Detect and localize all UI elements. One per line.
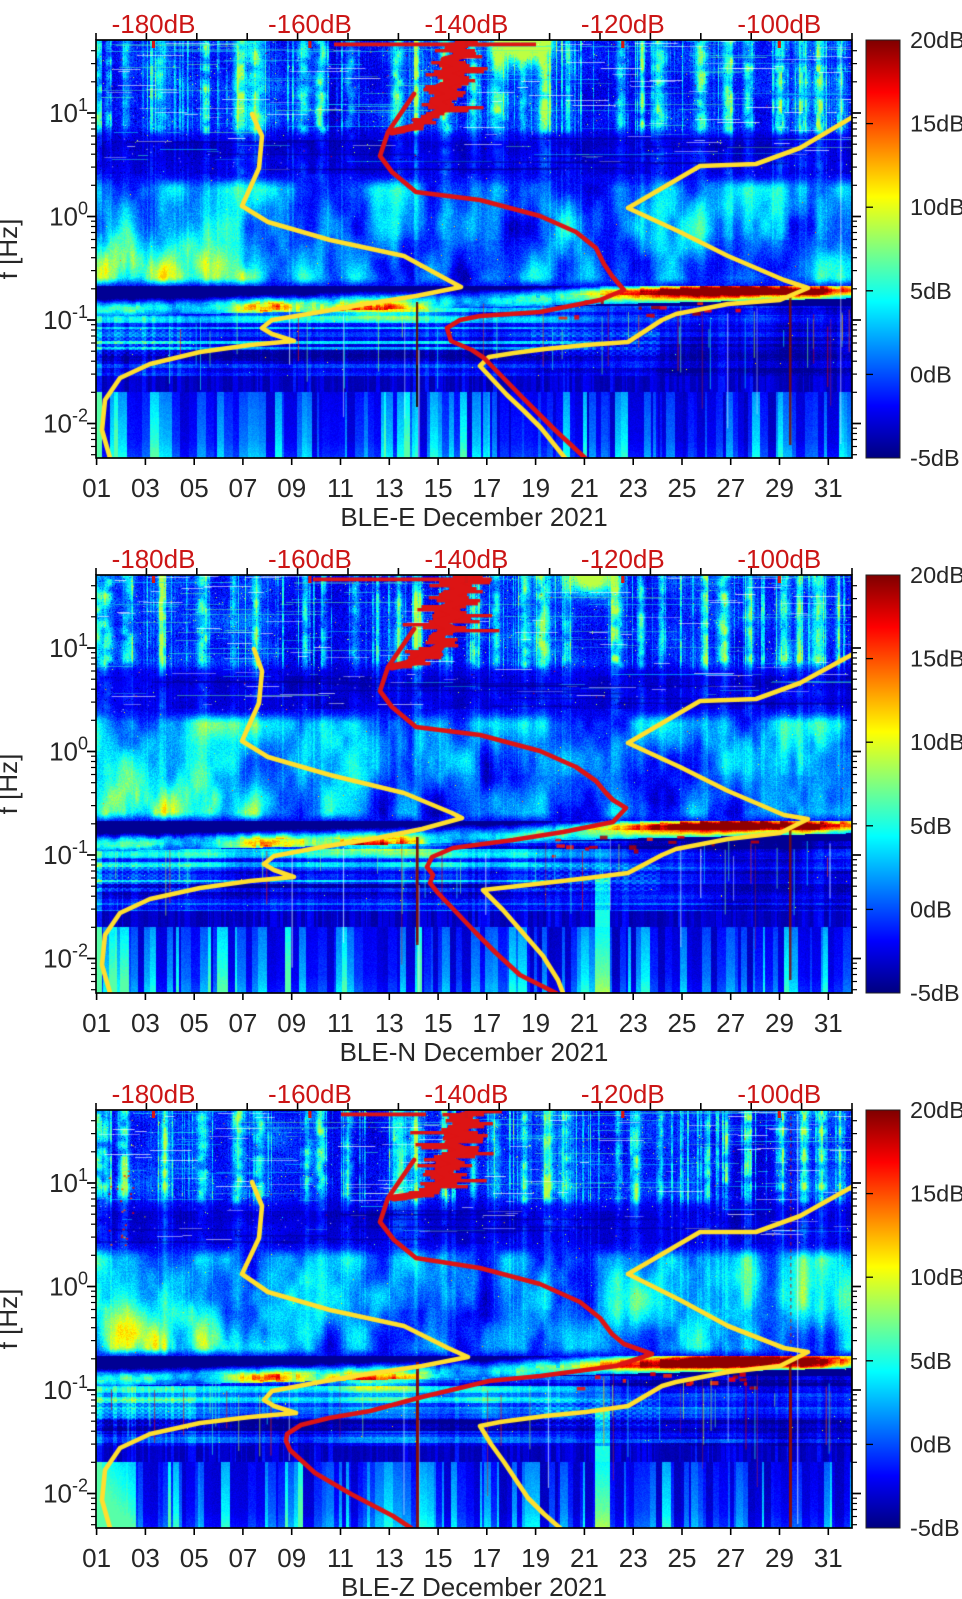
svg-text:f [Hz]: f [Hz] [0,219,23,280]
svg-text:BLE-E December 2021: BLE-E December 2021 [340,502,607,532]
svg-text:19: 19 [521,1543,550,1573]
svg-text:21: 21 [570,1543,599,1573]
svg-text:05: 05 [180,1008,209,1038]
svg-text:23: 23 [619,1543,648,1573]
svg-text:5dB: 5dB [910,1348,952,1374]
svg-text:0dB: 0dB [910,1431,952,1457]
svg-text:15: 15 [424,473,453,503]
svg-text:07: 07 [228,473,257,503]
svg-text:10-2: 10-2 [43,406,88,439]
svg-text:07: 07 [228,1543,257,1573]
svg-text:31: 31 [814,1543,843,1573]
svg-text:27: 27 [716,1008,745,1038]
svg-text:15dB: 15dB [910,1181,962,1207]
svg-text:-5dB: -5dB [910,980,960,1006]
svg-text:27: 27 [716,1543,745,1573]
svg-text:10-1: 10-1 [43,1372,88,1405]
svg-text:25: 25 [668,1008,697,1038]
svg-text:01: 01 [82,473,111,503]
svg-text:29: 29 [765,1543,794,1573]
svg-text:-180dB: -180dB [112,544,196,574]
svg-text:20dB: 20dB [910,1097,962,1123]
svg-text:01: 01 [82,1008,111,1038]
svg-text:25: 25 [668,1543,697,1573]
svg-text:-100dB: -100dB [737,9,821,39]
svg-text:03: 03 [131,1008,160,1038]
svg-text:-100dB: -100dB [737,544,821,574]
svg-text:31: 31 [814,1008,843,1038]
svg-text:11: 11 [327,473,354,503]
svg-text:17: 17 [472,473,501,503]
svg-text:15: 15 [424,1543,453,1573]
svg-text:15: 15 [424,1008,453,1038]
svg-text:f [Hz]: f [Hz] [0,1289,23,1350]
svg-text:29: 29 [765,1008,794,1038]
svg-text:101: 101 [49,1165,88,1198]
svg-text:13: 13 [375,1008,404,1038]
svg-text:-140dB: -140dB [424,544,508,574]
svg-text:01: 01 [82,1543,111,1573]
svg-text:100: 100 [49,199,88,232]
svg-text:10-2: 10-2 [43,1476,88,1509]
svg-text:-120dB: -120dB [581,1079,665,1109]
svg-text:10-1: 10-1 [43,837,88,870]
svg-text:-120dB: -120dB [581,9,665,39]
svg-text:17: 17 [472,1543,501,1573]
svg-text:5dB: 5dB [910,813,952,839]
svg-text:03: 03 [131,473,160,503]
svg-text:09: 09 [277,473,306,503]
svg-text:5dB: 5dB [910,278,952,304]
svg-text:f [Hz]: f [Hz] [0,754,23,815]
svg-text:-180dB: -180dB [112,9,196,39]
svg-text:17: 17 [472,1008,501,1038]
svg-text:20dB: 20dB [910,27,962,53]
svg-text:101: 101 [49,630,88,663]
svg-text:29: 29 [765,473,794,503]
svg-text:23: 23 [619,473,648,503]
svg-text:-160dB: -160dB [268,1079,352,1109]
svg-text:11: 11 [327,1543,354,1573]
svg-text:10-2: 10-2 [43,941,88,974]
svg-text:23: 23 [619,1008,648,1038]
svg-text:-140dB: -140dB [424,9,508,39]
svg-text:10dB: 10dB [910,1264,962,1290]
svg-text:27: 27 [716,473,745,503]
svg-text:07: 07 [228,1008,257,1038]
svg-text:BLE-Z December 2021: BLE-Z December 2021 [341,1572,607,1599]
svg-text:-100dB: -100dB [737,1079,821,1109]
svg-text:10dB: 10dB [910,194,962,220]
svg-text:-120dB: -120dB [581,544,665,574]
svg-text:19: 19 [521,1008,550,1038]
svg-text:10dB: 10dB [910,729,962,755]
svg-text:25: 25 [668,473,697,503]
svg-text:-180dB: -180dB [112,1079,196,1109]
svg-text:09: 09 [277,1543,306,1573]
svg-text:10-1: 10-1 [43,302,88,335]
svg-text:13: 13 [375,1543,404,1573]
svg-text:09: 09 [277,1008,306,1038]
svg-text:-5dB: -5dB [910,445,960,471]
svg-text:15dB: 15dB [910,111,962,137]
svg-text:21: 21 [570,1008,599,1038]
svg-text:11: 11 [327,1008,354,1038]
svg-text:-160dB: -160dB [268,9,352,39]
svg-text:03: 03 [131,1543,160,1573]
svg-text:0dB: 0dB [910,361,952,387]
svg-text:19: 19 [521,473,550,503]
svg-text:101: 101 [49,95,88,128]
svg-text:100: 100 [49,734,88,767]
svg-text:05: 05 [180,1543,209,1573]
svg-text:BLE-N December 2021: BLE-N December 2021 [340,1037,609,1067]
svg-text:13: 13 [375,473,404,503]
svg-text:0dB: 0dB [910,896,952,922]
svg-text:20dB: 20dB [910,562,962,588]
svg-text:31: 31 [814,473,843,503]
svg-text:-160dB: -160dB [268,544,352,574]
svg-text:-140dB: -140dB [424,1079,508,1109]
svg-text:15dB: 15dB [910,646,962,672]
svg-text:05: 05 [180,473,209,503]
svg-text:21: 21 [570,473,599,503]
svg-text:-5dB: -5dB [910,1515,960,1541]
svg-text:100: 100 [49,1269,88,1302]
